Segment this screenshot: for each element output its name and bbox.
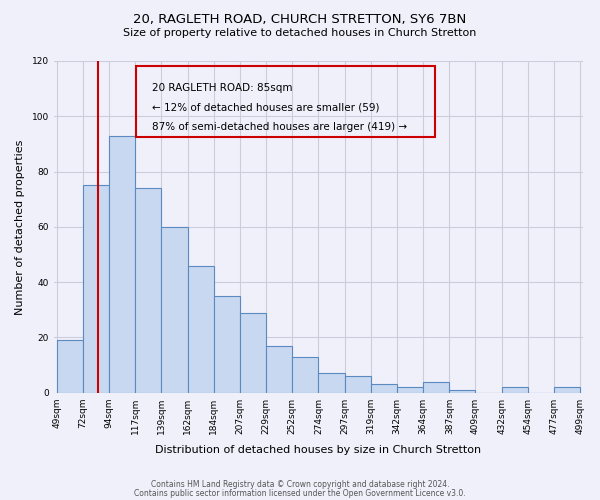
Text: Size of property relative to detached houses in Church Stretton: Size of property relative to detached ho… [124,28,476,38]
Bar [188,266,214,392]
Bar [56,340,83,392]
Bar [371,384,397,392]
Text: Contains public sector information licensed under the Open Government Licence v3: Contains public sector information licen… [134,488,466,498]
X-axis label: Distribution of detached houses by size in Church Stretton: Distribution of detached houses by size … [155,445,481,455]
Text: Contains HM Land Registry data © Crown copyright and database right 2024.: Contains HM Land Registry data © Crown c… [151,480,449,489]
Bar [109,136,135,392]
Bar [449,390,475,392]
Y-axis label: Number of detached properties: Number of detached properties [15,139,25,314]
Bar [397,387,423,392]
Bar [344,376,371,392]
Bar [292,356,319,392]
Bar [502,387,528,392]
Bar [554,387,580,392]
Text: ← 12% of detached houses are smaller (59): ← 12% of detached houses are smaller (59… [152,102,379,113]
Bar [319,374,344,392]
Bar [266,346,292,393]
Bar [240,312,266,392]
Text: 20 RAGLETH ROAD: 85sqm: 20 RAGLETH ROAD: 85sqm [152,82,292,92]
Bar [214,296,240,392]
Bar [83,186,109,392]
Text: 87% of semi-detached houses are larger (419) →: 87% of semi-detached houses are larger (… [152,122,407,132]
Text: 20, RAGLETH ROAD, CHURCH STRETTON, SY6 7BN: 20, RAGLETH ROAD, CHURCH STRETTON, SY6 7… [133,12,467,26]
Bar [135,188,161,392]
Bar [423,382,449,392]
Bar [161,227,188,392]
